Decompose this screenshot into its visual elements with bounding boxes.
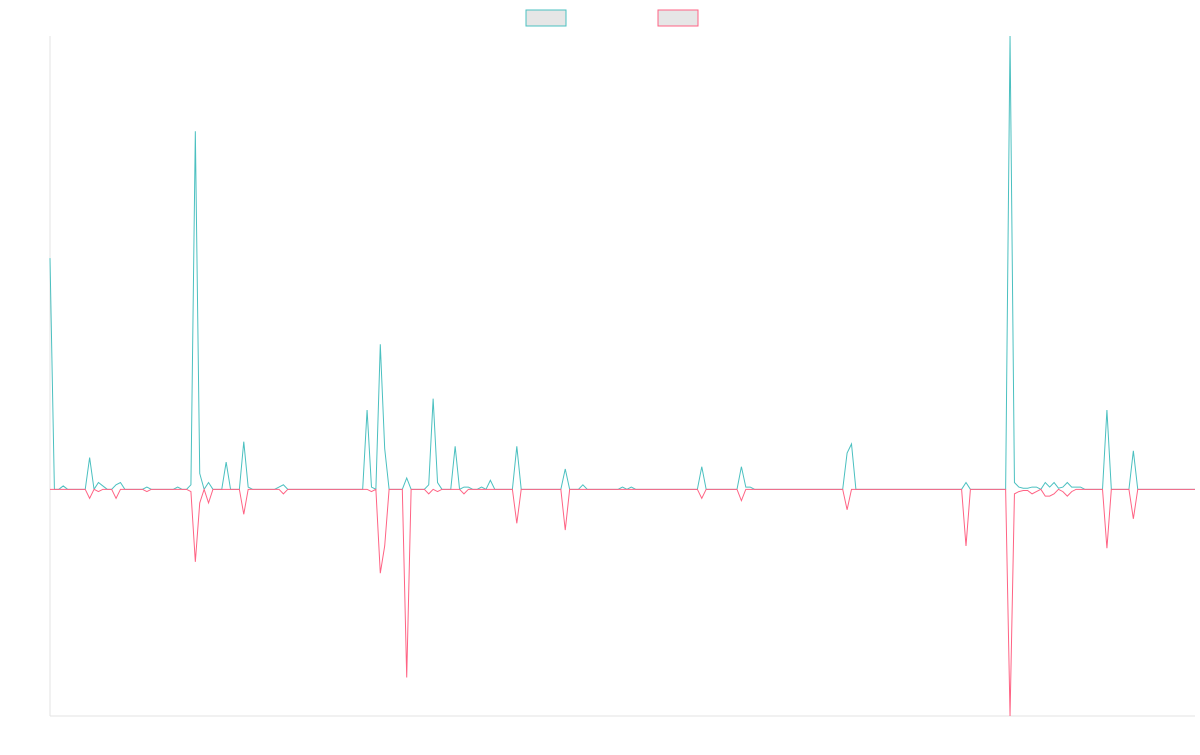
legend-swatch-1[interactable] (525, 9, 567, 27)
series-line-1 (49, 35, 1195, 491)
legend[interactable] (525, 9, 699, 27)
plot-area (49, 35, 1195, 717)
legend-swatch-2[interactable] (657, 9, 699, 27)
series-line-2 (50, 487, 1195, 717)
axes (49, 36, 1195, 717)
